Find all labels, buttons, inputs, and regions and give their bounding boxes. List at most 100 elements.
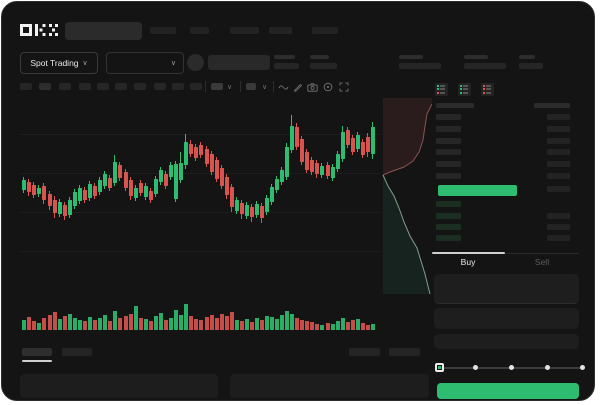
slider-step-dot[interactable]	[473, 365, 478, 370]
candle-body	[255, 204, 259, 215]
timeframe-skeleton[interactable]	[97, 83, 109, 90]
candle-body	[361, 142, 365, 155]
candle-body	[134, 188, 138, 198]
total-field[interactable]	[434, 334, 579, 349]
ask-price-skeleton[interactable]	[436, 161, 461, 167]
ask-size-skeleton[interactable]	[547, 149, 570, 155]
nav-item-skeleton[interactable]	[150, 27, 176, 34]
timeframe-skeleton[interactable]	[115, 83, 127, 90]
ask-size-skeleton[interactable]	[547, 126, 570, 132]
candlestick-chart[interactable]	[20, 98, 380, 294]
volume-bar	[215, 318, 219, 330]
timeframe-skeleton[interactable]	[172, 83, 184, 90]
price-field[interactable]	[434, 274, 579, 304]
amount-field[interactable]	[434, 308, 579, 329]
timeframe-skeleton[interactable]	[20, 83, 32, 90]
candle-body	[346, 130, 350, 145]
search-input[interactable]	[65, 22, 142, 40]
volume-bar	[305, 321, 309, 330]
interval-selector[interactable]	[211, 83, 223, 90]
ask-price-skeleton[interactable]	[436, 126, 461, 132]
candle-body	[295, 127, 299, 147]
candle-body	[210, 154, 214, 172]
volume-bar	[240, 321, 244, 330]
bid-price-skeleton[interactable]	[436, 201, 461, 207]
candle-body	[366, 137, 370, 152]
camera-icon[interactable]	[307, 82, 318, 92]
pair-dropdown[interactable]: ∨	[106, 52, 184, 74]
candle-body	[230, 187, 234, 207]
orderbook-bids-icon[interactable]	[458, 82, 471, 96]
bottom-tab-active-skeleton[interactable]	[22, 348, 52, 356]
volume-bar	[88, 317, 92, 330]
timeframe-skeleton[interactable]	[59, 83, 71, 90]
ask-size-skeleton[interactable]	[547, 173, 570, 179]
buy-button[interactable]	[437, 383, 579, 399]
okx-logo[interactable]	[20, 23, 62, 37]
ask-size-skeleton[interactable]	[547, 138, 570, 144]
ask-price-skeleton[interactable]	[436, 149, 461, 155]
candle-body	[260, 206, 264, 218]
candle-body	[154, 179, 158, 194]
slider-step-dot[interactable]	[580, 365, 585, 370]
chart-style-selector[interactable]	[246, 83, 256, 90]
tab-buy[interactable]: Buy	[460, 257, 476, 267]
indicator-wave-icon[interactable]	[278, 82, 289, 92]
timeframe-skeleton[interactable]	[190, 83, 202, 90]
nav-item-skeleton[interactable]	[230, 27, 259, 34]
edit-pencil-icon[interactable]	[292, 82, 303, 92]
volume-bar	[199, 320, 203, 330]
bid-price-skeleton[interactable]	[436, 213, 461, 219]
candle-body	[189, 144, 193, 154]
bid-price-skeleton[interactable]	[436, 235, 461, 241]
tab-sell[interactable]: Sell	[534, 257, 550, 267]
last-price-bar[interactable]	[438, 185, 517, 196]
candle-body	[48, 194, 52, 206]
bottom-tab-skeleton[interactable]	[62, 348, 92, 356]
okx-logo-glyphs	[20, 24, 58, 36]
depth-chart	[380, 98, 433, 295]
market-type-switcher[interactable]: Spot Trading ∨	[20, 52, 98, 74]
orders-table-skeleton	[20, 374, 218, 398]
settings-circle-icon[interactable]	[322, 82, 333, 92]
timeframe-skeleton[interactable]	[134, 83, 146, 90]
slider-step-dot[interactable]	[509, 365, 514, 370]
orderbook-asks-icon[interactable]	[481, 82, 494, 96]
ask-price-skeleton[interactable]	[436, 173, 461, 179]
timeframe-skeleton[interactable]	[39, 83, 51, 90]
volume-bar	[366, 325, 370, 330]
bid-size-skeleton[interactable]	[547, 213, 570, 219]
chevron-down-icon[interactable]: ∨	[262, 84, 268, 91]
bottom-control-skeleton[interactable]	[349, 348, 380, 356]
orderbook-combined-icon[interactable]	[435, 82, 448, 96]
candle-body	[139, 183, 143, 193]
chevron-down-icon[interactable]: ∨	[227, 84, 233, 91]
candle-body	[235, 200, 239, 211]
ask-price-skeleton[interactable]	[436, 138, 461, 144]
bottom-control-skeleton[interactable]	[389, 348, 420, 356]
bid-price-skeleton[interactable]	[436, 224, 461, 230]
volume-bar	[210, 315, 214, 330]
volume-bar	[326, 323, 330, 330]
timeframe-skeleton[interactable]	[154, 83, 166, 90]
candle-body	[63, 205, 67, 216]
bid-size-skeleton[interactable]	[547, 224, 570, 230]
timeframe-skeleton[interactable]	[79, 83, 91, 90]
ask-size-skeleton[interactable]	[547, 161, 570, 167]
volume-bar	[260, 320, 264, 330]
volume-bar	[255, 318, 259, 330]
ask-size-skeleton[interactable]	[547, 114, 570, 120]
nav-item-skeleton[interactable]	[312, 27, 338, 34]
nav-item-skeleton[interactable]	[269, 27, 292, 34]
candle-body	[371, 127, 375, 154]
slider-step-dot[interactable]	[545, 365, 550, 370]
ask-price-skeleton[interactable]	[436, 114, 461, 120]
volume-bar	[184, 304, 188, 330]
ticker-stat	[399, 55, 441, 69]
bid-size-skeleton[interactable]	[547, 235, 570, 241]
expand-icon[interactable]	[338, 82, 349, 92]
candle-body	[184, 142, 188, 165]
amount-slider-handle[interactable]	[435, 363, 444, 372]
candle-body	[118, 165, 122, 178]
nav-item-skeleton[interactable]	[190, 27, 209, 34]
